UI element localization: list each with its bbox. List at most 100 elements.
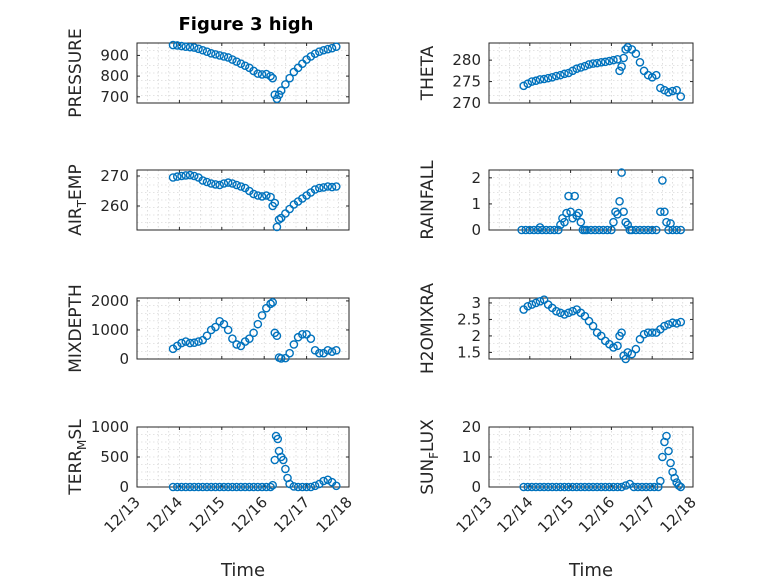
data-point [189,482,199,492]
data-point [647,225,657,235]
data-point [249,482,258,492]
data-point [278,455,288,465]
data-point [651,70,661,80]
data-point [177,41,186,51]
data-point [185,42,195,52]
y-tick-label: 2 [471,327,481,345]
data-point [202,482,212,492]
y-tick-label: 10 [462,448,481,466]
data-point [523,482,533,492]
data-point [568,482,577,492]
y-axis-label: SUNFLUX [418,419,441,495]
data-point [576,63,586,72]
data-point [619,53,628,63]
data-point [633,482,643,492]
data-point [621,481,630,490]
data-point [185,170,195,180]
data-point [211,50,220,59]
y-tick-label: 0 [471,221,481,239]
data-point [198,482,208,492]
data-point [647,72,657,82]
data-point [609,217,618,227]
figure-title: Figure 3 high [179,14,314,35]
data-point [168,173,178,182]
data-point [531,482,541,492]
data-point [637,482,647,492]
subplot-2: 270 275 280 THETA [418,42,694,112]
data-point [306,334,316,343]
data-point [552,482,561,492]
data-point [670,473,679,483]
data-point [262,303,271,313]
y-tick-label: 0 [471,478,481,496]
data-point [539,482,549,492]
data-point [660,85,669,95]
data-point [273,434,283,444]
data-point [666,458,675,468]
data-point [219,482,229,492]
data-point [574,208,584,218]
data-point [181,171,191,180]
data-point [631,49,641,59]
data-point [631,225,641,235]
y-tick-label: 500 [100,448,129,466]
data-point [211,180,220,189]
data-point [676,225,686,235]
data-point [181,42,191,52]
data-point [564,308,573,318]
data-point [643,328,653,337]
data-point [668,86,677,96]
data-point [253,69,263,78]
data-point [327,347,337,357]
data-point [560,217,569,227]
data-point [527,77,537,86]
y-axis-label: AIRTEMP [66,164,89,235]
data-point [302,482,311,492]
data-point [206,179,216,188]
data-point [198,45,208,55]
data-point [552,71,561,81]
data-point [198,176,208,185]
data-point [257,192,267,201]
data-point [523,79,533,89]
data-point [331,182,341,191]
data-point [572,64,582,74]
data-point [596,482,606,492]
data-point [656,83,665,93]
y-tick-label: 0 [119,478,129,496]
subplot-4: 0 1 2 RAINFALL [418,160,694,240]
y-axis-label: MIXDEPTH [66,284,86,373]
y-tick-label: 2 [471,169,481,187]
data-point [617,62,626,71]
data-point [615,197,624,206]
y-tick-label: 900 [100,46,129,64]
data-point [268,73,277,83]
data-point [289,482,299,491]
data-point [257,311,267,320]
y-tick-label: 1.5 [457,343,481,361]
data-point [249,189,258,199]
data-point [641,482,651,492]
data-point [672,319,681,328]
subplot-6: 1.522.53 H2OMIXRA [418,283,694,374]
data-point [253,319,263,329]
data-point [236,482,246,492]
data-point [517,225,526,235]
data-point [549,225,559,235]
data-point [172,41,182,50]
y-tick-label: 1000 [91,321,129,339]
data-point [521,225,531,235]
data-point [266,71,275,81]
data-point [645,482,655,492]
data-point [327,43,337,53]
data-point [223,53,233,62]
data-point [272,94,282,104]
y-axis-label: H2OMIXRA [418,283,438,374]
data-point [543,73,553,83]
data-point [232,340,241,349]
subplot-5: 0 1000 2000 MIXDEPTH [66,284,350,373]
data-point [660,207,669,217]
data-point [327,182,337,192]
data-point [177,171,186,181]
